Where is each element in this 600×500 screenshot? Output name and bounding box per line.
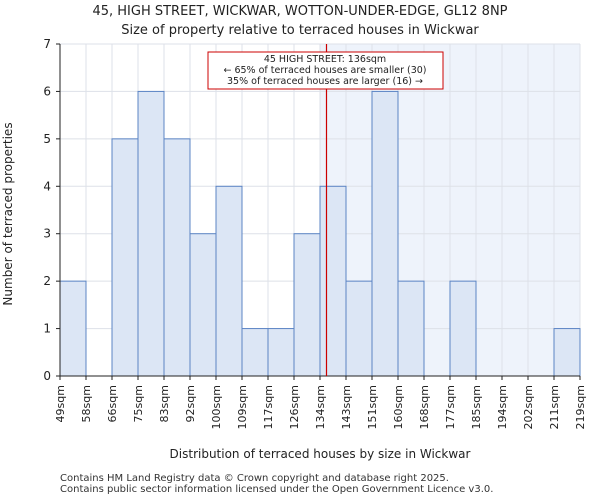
y-tick-label-1: 1 xyxy=(43,322,51,336)
x-tick-label-66sqm: 66sqm xyxy=(106,385,119,422)
x-tick-label-83sqm: 83sqm xyxy=(158,385,171,422)
chart-subtitle: Size of property relative to terraced ho… xyxy=(121,23,479,38)
x-tick-label-49sqm: 49sqm xyxy=(54,385,67,422)
bar-49sqm xyxy=(59,280,87,377)
x-tick-label-168sqm: 168sqm xyxy=(418,385,431,429)
x-tick-label-100sqm: 100sqm xyxy=(210,385,223,429)
y-tick-label-0: 0 xyxy=(43,369,51,383)
bar-177sqm xyxy=(449,280,477,377)
bar-109sqm xyxy=(241,328,269,377)
x-tick-label-177sqm: 177sqm xyxy=(444,385,457,429)
x-tick-label-92sqm: 92sqm xyxy=(184,385,197,422)
y-axis-label: Number of terraced properties xyxy=(1,122,15,305)
x-tick-label-143sqm: 143sqm xyxy=(340,385,353,429)
footer-line-1: Contains HM Land Registry data © Crown c… xyxy=(60,473,449,484)
footer-line-2: Contains public sector information licen… xyxy=(60,484,494,495)
bar-160sqm xyxy=(397,280,425,377)
bar-117sqm xyxy=(267,328,295,377)
axes-layer: 0 1 2 3 4 5 6 7 49sqm 58sqm 66sqm 75sqm 83sqm 92sqm 10… xyxy=(43,37,587,429)
x-tick-label-160sqm: 160sqm xyxy=(392,385,405,429)
y-tick-label-5: 5 xyxy=(43,132,51,146)
bar-66sqm xyxy=(111,138,139,377)
bars-layer xyxy=(59,90,581,377)
x-tick-label-117sqm: 117sqm xyxy=(262,385,275,429)
x-tick-label-202sqm: 202sqm xyxy=(522,385,535,429)
annotation-layer: 45 HIGH STREET: 136sqm ← 65% of terraced… xyxy=(207,51,444,90)
chart-title-block: 45, HIGH STREET, WICKWAR, WOTTON-UNDER-E… xyxy=(0,2,600,40)
bar-75sqm xyxy=(137,90,165,377)
x-tick-label-134sqm: 134sqm xyxy=(314,385,327,429)
x-tick-label-185sqm: 185sqm xyxy=(470,385,483,429)
x-tick-label-194sqm: 194sqm xyxy=(496,385,509,429)
x-tick-label-126sqm: 126sqm xyxy=(288,385,301,429)
bar-143sqm xyxy=(345,280,373,377)
bar-83sqm xyxy=(163,138,191,377)
annotation-line-3: 35% of terraced houses are larger (16) → xyxy=(227,76,423,87)
footer-attribution: Contains HM Land Registry data © Crown c… xyxy=(60,473,493,495)
y-tick-label-4: 4 xyxy=(43,179,51,193)
bar-100sqm xyxy=(215,185,243,377)
annotation-box xyxy=(207,51,444,90)
x-tick-label-151sqm: 151sqm xyxy=(366,385,379,429)
histogram-chart: 0 1 2 3 4 5 6 7 49sqm 58sqm 66sqm 75sqm 83sqm 92sqm 10… xyxy=(1,37,587,461)
bar-151sqm xyxy=(371,90,399,377)
y-tick-label-3: 3 xyxy=(43,227,51,241)
annotation-line-1: 45 HIGH STREET: 136sqm xyxy=(264,54,386,65)
bar-126sqm xyxy=(293,233,321,377)
x-axis-label: Distribution of terraced houses by size … xyxy=(170,447,471,461)
bar-134sqm xyxy=(319,185,347,377)
x-tick-label-219sqm: 219sqm xyxy=(574,385,587,429)
chart-title-address: 45, HIGH STREET, WICKWAR, WOTTON-UNDER-E… xyxy=(92,4,508,19)
y-tick-label-7: 7 xyxy=(43,37,51,51)
y-tick-label-2: 2 xyxy=(43,274,51,288)
bar-92sqm xyxy=(189,233,217,377)
x-tick-label-211sqm: 211sqm xyxy=(548,385,561,429)
annotation-line-2: ← 65% of terraced houses are smaller (30… xyxy=(223,65,426,76)
bar-211sqm xyxy=(553,328,581,377)
x-tick-label-109sqm: 109sqm xyxy=(236,385,249,429)
x-tick-label-58sqm: 58sqm xyxy=(80,385,93,422)
x-tick-label-75sqm: 75sqm xyxy=(132,385,145,422)
y-tick-label-6: 6 xyxy=(43,84,51,98)
